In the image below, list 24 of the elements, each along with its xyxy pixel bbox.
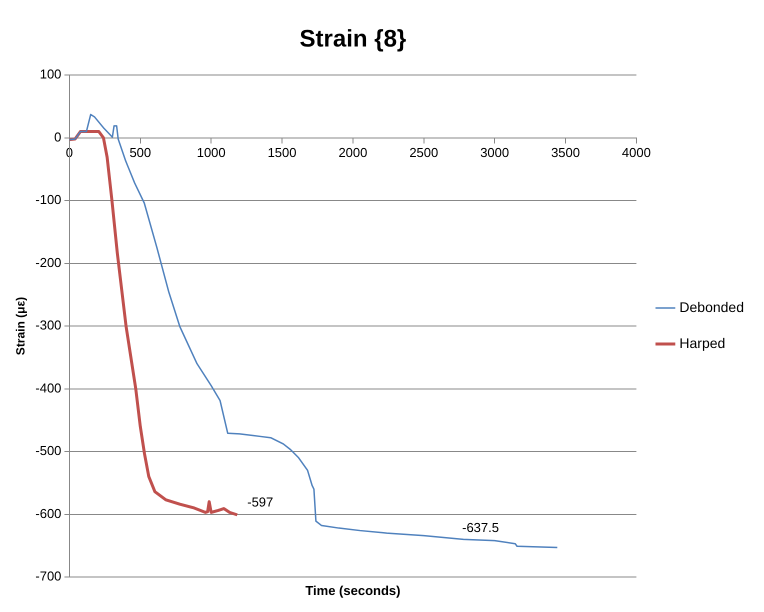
- y-tick-label: -200: [35, 254, 62, 270]
- y-tick-label: -300: [35, 318, 62, 333]
- y-tick-label: -700: [35, 568, 62, 584]
- y-axis-title: Strain (με): [14, 296, 28, 356]
- x-tick-label: 2000: [338, 145, 368, 160]
- annotation: -597: [247, 494, 274, 510]
- chart-title: Strain {8}: [300, 26, 406, 53]
- x-tick-label: 4000: [622, 145, 651, 160]
- y-tick-label: 0: [54, 129, 62, 144]
- y-tick-label: -100: [35, 192, 62, 208]
- y-tick-label: 100: [40, 66, 62, 82]
- x-tick-label: 3500: [551, 145, 580, 160]
- y-tick-label: -500: [35, 443, 62, 458]
- x-tick-label: 2500: [409, 145, 438, 160]
- legend-label: Debonded: [679, 298, 744, 315]
- x-tick-label: 1000: [196, 145, 226, 160]
- annotation: -637.5: [462, 520, 499, 535]
- x-tick-label: 3000: [480, 145, 510, 160]
- y-tick-label: -400: [35, 380, 62, 396]
- x-tick-label: 500: [129, 145, 152, 160]
- x-tick-label: 1500: [268, 145, 296, 160]
- x-axis-title: Time (seconds): [305, 583, 400, 598]
- legend-label: Harped: [679, 334, 726, 351]
- y-tick-label: -600: [35, 506, 62, 521]
